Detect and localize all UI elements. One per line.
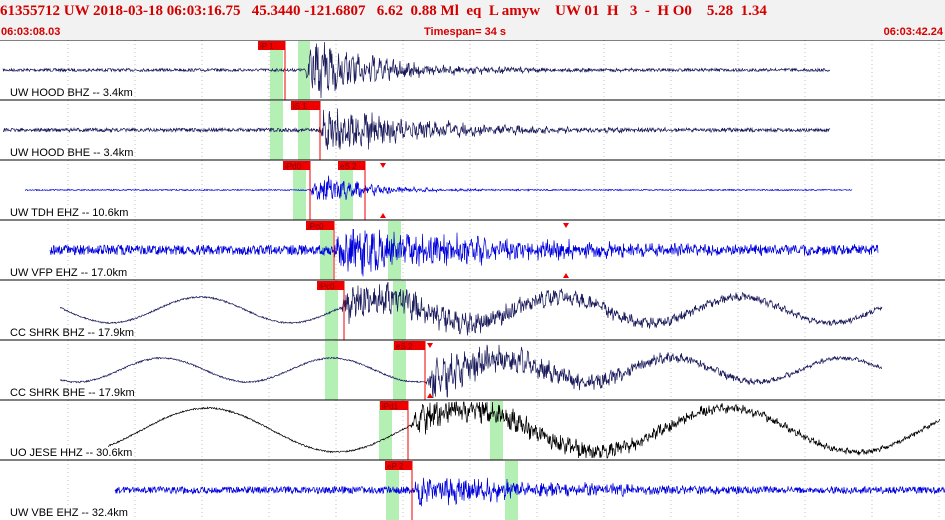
waveform-trace <box>2 41 831 99</box>
start-time-label: 06:03:08.03 <box>1 26 61 38</box>
phase-band <box>388 221 401 280</box>
seismogram-panels[interactable]: iP 1 UW HOOD BHZ -- 3.4km iS 1 UW HOOD BHE … <box>0 40 945 520</box>
phase-band <box>386 461 399 520</box>
station-label: UW TDH EHZ -- 10.6km <box>10 207 128 219</box>
pick-label: iPc0 <box>308 222 324 231</box>
pick-marker[interactable]: iS 1 <box>291 101 321 160</box>
pick-marker-box <box>317 281 344 290</box>
amplitude-triangle-down-icon <box>563 223 569 228</box>
phase-band <box>325 341 338 400</box>
station-label: UW HOOD BHE -- 3.4km <box>10 147 133 159</box>
waveform-trace <box>59 344 883 399</box>
pick-marker-box <box>258 41 285 50</box>
station-label: CC SHRK BHZ -- 17.9km <box>10 327 134 339</box>
pick-marker[interactable]: eS 2 <box>394 341 426 400</box>
pick-marker[interactable]: iPc0 <box>317 281 345 340</box>
pick-label: iPd0 <box>285 162 302 171</box>
pick-marker[interactable]: iP 1 <box>258 41 286 100</box>
station-label: UW VBE EHZ -- 32.4km <box>10 507 128 519</box>
trace-panel[interactable]: iPc0 CC SHRK BHZ -- 17.9km <box>0 279 945 340</box>
timespan-label: Timespan= 34 s <box>424 26 507 38</box>
pick-marker-box <box>394 341 425 350</box>
phase-band <box>340 161 353 220</box>
station-label: UW VFP EHZ -- 17.0km <box>10 267 127 279</box>
event-summary-line: 61355712 UW 2018-03-18 06:03:16.75 45.34… <box>0 3 767 19</box>
phase-band <box>393 341 406 400</box>
station-label: UO JESE HHZ -- 30.6km <box>10 447 132 459</box>
trace-panel[interactable]: eP 2 UW VBE EHZ -- 32.4km <box>0 459 945 520</box>
waveform-trace <box>24 175 853 200</box>
pick-marker-box <box>385 461 412 470</box>
phase-band <box>325 281 338 340</box>
amplitude-triangle-down-icon <box>427 343 433 348</box>
pick-marker[interactable]: eP 2 <box>385 461 413 520</box>
phase-band <box>298 41 310 100</box>
amplitude-triangle-down-icon <box>380 163 386 168</box>
pick-label: iPd1 <box>382 402 399 411</box>
amplitude-triangle-up-icon <box>563 273 569 278</box>
amplitude-triangle-up-icon <box>427 393 433 398</box>
pick-label: eS 2 <box>340 162 357 171</box>
pick-label: iP 1 <box>260 42 274 51</box>
pick-marker-box <box>380 401 408 410</box>
waveform-trace <box>59 281 883 336</box>
waveform-trace <box>107 401 941 459</box>
trace-panel[interactable]: iS 1 UW HOOD BHE -- 3.4km <box>0 99 945 160</box>
trace-panel[interactable]: iPd1 UO JESE HHZ -- 30.6km <box>0 399 945 460</box>
pick-marker[interactable]: iPd1 <box>380 401 409 460</box>
pick-marker-box <box>338 161 365 170</box>
event-header: 61355712 UW 2018-03-18 06:03:16.75 45.34… <box>0 0 945 40</box>
pick-marker-box <box>291 101 320 110</box>
end-time-label: 06:03:42.24 <box>883 26 943 38</box>
trace-panel[interactable]: iPc0 UW VFP EHZ -- 17.0km <box>0 219 945 280</box>
trace-panel[interactable]: iP 1 UW HOOD BHZ -- 3.4km <box>0 40 945 100</box>
station-label: UW HOOD BHZ -- 3.4km <box>10 87 133 99</box>
pick-marker[interactable]: iPc0 <box>306 221 335 280</box>
waveform-trace <box>49 228 879 277</box>
pick-label: eP 2 <box>387 462 404 471</box>
waveform-trace <box>114 477 945 507</box>
trace-panel[interactable]: eS 2 CC SHRK BHE -- 17.9km <box>0 339 945 400</box>
pick-marker-box <box>306 221 334 230</box>
trace-panel[interactable]: iPd0 eS 2 UW TDH EHZ -- 10.6km <box>0 159 945 220</box>
waveform-trace <box>3 108 831 150</box>
pick-label: iPc0 <box>319 282 335 291</box>
pick-marker-box <box>283 161 310 170</box>
pick-label: eS 2 <box>396 342 413 351</box>
station-label: CC SHRK BHE -- 17.9km <box>10 387 135 399</box>
pick-label: iS 1 <box>293 102 307 111</box>
pick-marker[interactable]: eS 2 <box>338 161 366 220</box>
phase-band <box>379 401 392 460</box>
pick-marker[interactable]: iPd0 <box>283 161 311 220</box>
phase-band <box>320 221 333 280</box>
amplitude-triangle-up-icon <box>380 213 386 218</box>
